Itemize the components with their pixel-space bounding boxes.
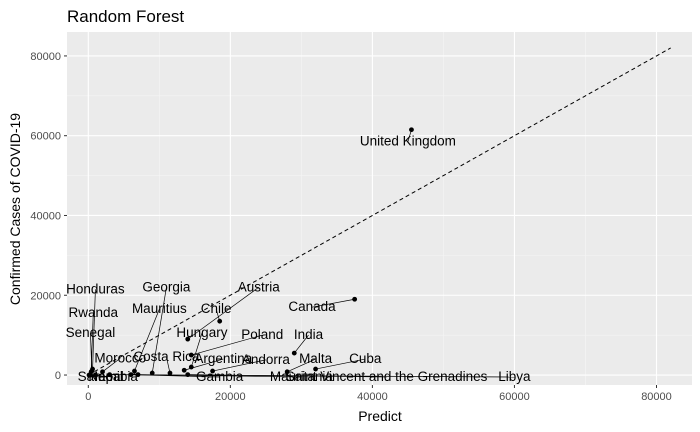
connector-morocco	[102, 357, 121, 373]
y-axis-title: Confirmed Cases of COVID-19	[7, 113, 23, 305]
connector-costa-rica	[166, 356, 171, 374]
y-tick-label: 0	[55, 370, 61, 382]
connector-georgia	[151, 287, 167, 374]
y-axis-ticks: 0 20000 40000 60000 80000	[30, 51, 67, 382]
point-canada	[352, 296, 358, 302]
label-india: India	[294, 327, 324, 342]
label-austria: Austria	[238, 279, 281, 294]
x-axis-ticks: 0 20000 40000 60000 80000	[85, 385, 672, 403]
point-chile	[217, 318, 223, 324]
label-costa-rica: Costa Rica	[133, 349, 200, 364]
point-india	[291, 350, 297, 356]
label-namibia: Namibia	[88, 369, 138, 384]
label-samoa: Samoa	[78, 369, 121, 384]
connector-poland	[191, 334, 263, 356]
connector-canada	[311, 298, 355, 308]
connector-austria	[187, 286, 259, 340]
connector-india	[293, 334, 309, 354]
connector-hungary	[190, 333, 203, 368]
label-malta: Malta	[299, 351, 333, 366]
reference-line	[88, 47, 671, 376]
connector-libya	[109, 374, 515, 378]
point-andorra	[210, 368, 215, 374]
label-honduras: Honduras	[66, 281, 125, 296]
point-austria	[185, 336, 191, 342]
label-poland: Poland	[241, 327, 283, 342]
connector-andorra	[212, 359, 266, 372]
label-andorra: Andorra	[242, 352, 291, 367]
x-tick-label: 40000	[357, 391, 388, 403]
x-tick-label: 80000	[641, 391, 672, 403]
connector-senegal	[90, 333, 93, 372]
chart-title: Random Forest	[67, 7, 184, 26]
label-cuba: Cuba	[349, 351, 382, 366]
point-costa-rica	[167, 370, 173, 376]
label-saint-vincent-and-the-grenadines: Saint Vincent and the Grenadines	[286, 369, 488, 384]
label-chile: Chile	[201, 301, 232, 316]
point-united-kingdom	[409, 127, 414, 133]
data-points	[86, 127, 414, 378]
point-libya	[107, 372, 113, 378]
label-senegal: Senegal	[66, 325, 116, 340]
point-namibia	[88, 372, 93, 378]
label-connectors	[88, 129, 515, 378]
label-rwanda: Rwanda	[69, 305, 119, 320]
point-argentina	[181, 367, 187, 373]
connector-cuba	[315, 358, 366, 370]
label-canada: Canada	[288, 299, 336, 314]
label-mauritania: Mauritania	[270, 369, 334, 384]
point-mauritania	[135, 372, 141, 378]
point-senegal	[89, 368, 95, 374]
x-tick-label: 60000	[499, 391, 530, 403]
y-tick-label: 20000	[30, 290, 61, 302]
label-argentina: Argentina	[194, 351, 252, 366]
plot-panel	[67, 32, 692, 385]
x-tick-label: 20000	[215, 391, 246, 403]
label-nepal: Nepal	[88, 369, 123, 384]
point-georgia	[149, 370, 155, 376]
connector-honduras	[92, 289, 96, 370]
label-united-kingdom: United Kingdom	[360, 134, 456, 149]
x-tick-label: 0	[85, 391, 91, 403]
point-nepal	[93, 372, 98, 378]
label-hungary: Hungary	[176, 325, 227, 340]
point-poland	[188, 352, 194, 358]
connector-malta	[287, 358, 316, 373]
point-mauritius	[132, 368, 137, 374]
point-hungary	[188, 364, 194, 370]
label-georgia: Georgia	[142, 279, 191, 294]
y-tick-label: 80000	[30, 51, 61, 63]
point-cuba	[313, 366, 318, 372]
label-libya: Libya	[498, 369, 531, 384]
point-saint-vincent-and-the-grenadines	[185, 372, 191, 378]
label-mauritius: Mauritius	[132, 301, 187, 316]
y-tick-label: 40000	[30, 210, 61, 222]
point-gambia	[128, 372, 134, 378]
point-morocco	[100, 369, 105, 375]
label-gambia: Gambia	[196, 369, 244, 384]
x-axis-title: Predict	[358, 408, 402, 424]
point-malta	[284, 369, 290, 375]
connector-mauritius	[134, 309, 160, 372]
point-labels: United Kingdom Canada India Cuba Malta Andorr…	[66, 134, 531, 384]
label-morocco: Morocco	[94, 350, 146, 365]
y-tick-label: 60000	[30, 131, 61, 143]
grid-lines	[67, 32, 692, 385]
